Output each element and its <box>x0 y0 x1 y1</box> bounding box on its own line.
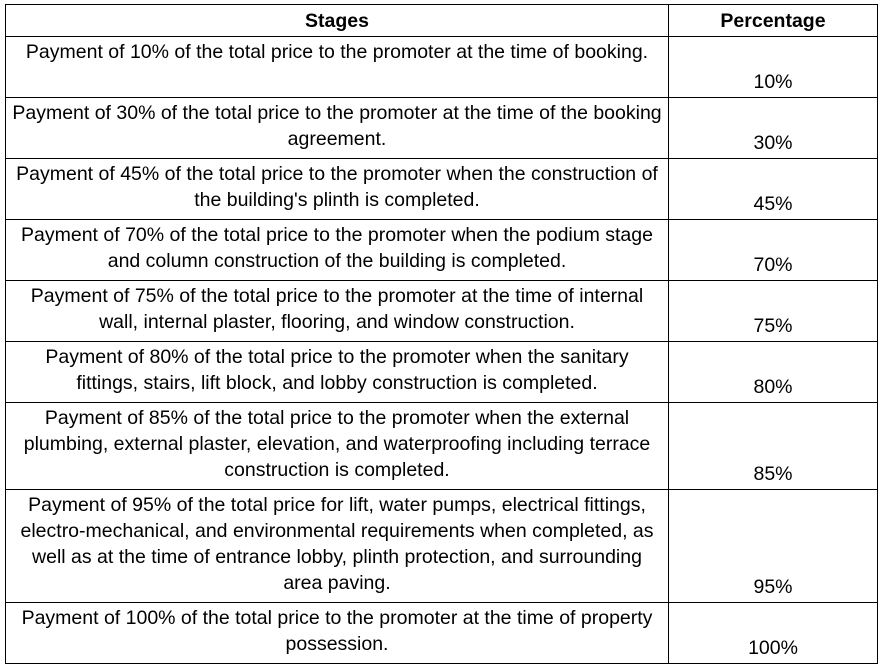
table-row: Payment of 10% of the total price to the… <box>5 36 878 98</box>
percentage-cell: 45% <box>668 158 878 220</box>
percentage-cell: 85% <box>668 402 878 490</box>
stage-cell: Payment of 30% of the total price to the… <box>5 97 669 159</box>
header-row: Stages Percentage <box>5 4 878 37</box>
percentage-cell: 80% <box>668 341 878 403</box>
table-row: Payment of 75% of the total price to the… <box>5 280 878 342</box>
percentage-cell: 30% <box>668 97 878 159</box>
table-row: Payment of 85% of the total price to the… <box>5 402 878 490</box>
percentage-cell: 75% <box>668 280 878 342</box>
stage-cell: Payment of 85% of the total price to the… <box>5 402 669 490</box>
table-row: Payment of 80% of the total price to the… <box>5 341 878 403</box>
percentage-cell: 95% <box>668 489 878 603</box>
table-row: Payment of 30% of the total price to the… <box>5 97 878 159</box>
table-row: Payment of 100% of the total price to th… <box>5 602 878 664</box>
table-row: Payment of 70% of the total price to the… <box>5 219 878 281</box>
header-percentage: Percentage <box>668 4 878 37</box>
payment-stages-table: Stages Percentage Payment of 10% of the … <box>5 4 878 664</box>
percentage-cell: 70% <box>668 219 878 281</box>
percentage-cell: 100% <box>668 602 878 664</box>
stage-cell: Payment of 70% of the total price to the… <box>5 219 669 281</box>
stage-cell: Payment of 10% of the total price to the… <box>5 36 669 98</box>
table-header: Stages Percentage <box>5 4 878 37</box>
table-row: Payment of 95% of the total price for li… <box>5 489 878 603</box>
stage-cell: Payment of 95% of the total price for li… <box>5 489 669 603</box>
stage-cell: Payment of 45% of the total price to the… <box>5 158 669 220</box>
table-row: Payment of 45% of the total price to the… <box>5 158 878 220</box>
header-stages: Stages <box>5 4 669 37</box>
stage-cell: Payment of 75% of the total price to the… <box>5 280 669 342</box>
stage-cell: Payment of 80% of the total price to the… <box>5 341 669 403</box>
table-body: Payment of 10% of the total price to the… <box>5 36 878 664</box>
stage-cell: Payment of 100% of the total price to th… <box>5 602 669 664</box>
percentage-cell: 10% <box>668 36 878 98</box>
